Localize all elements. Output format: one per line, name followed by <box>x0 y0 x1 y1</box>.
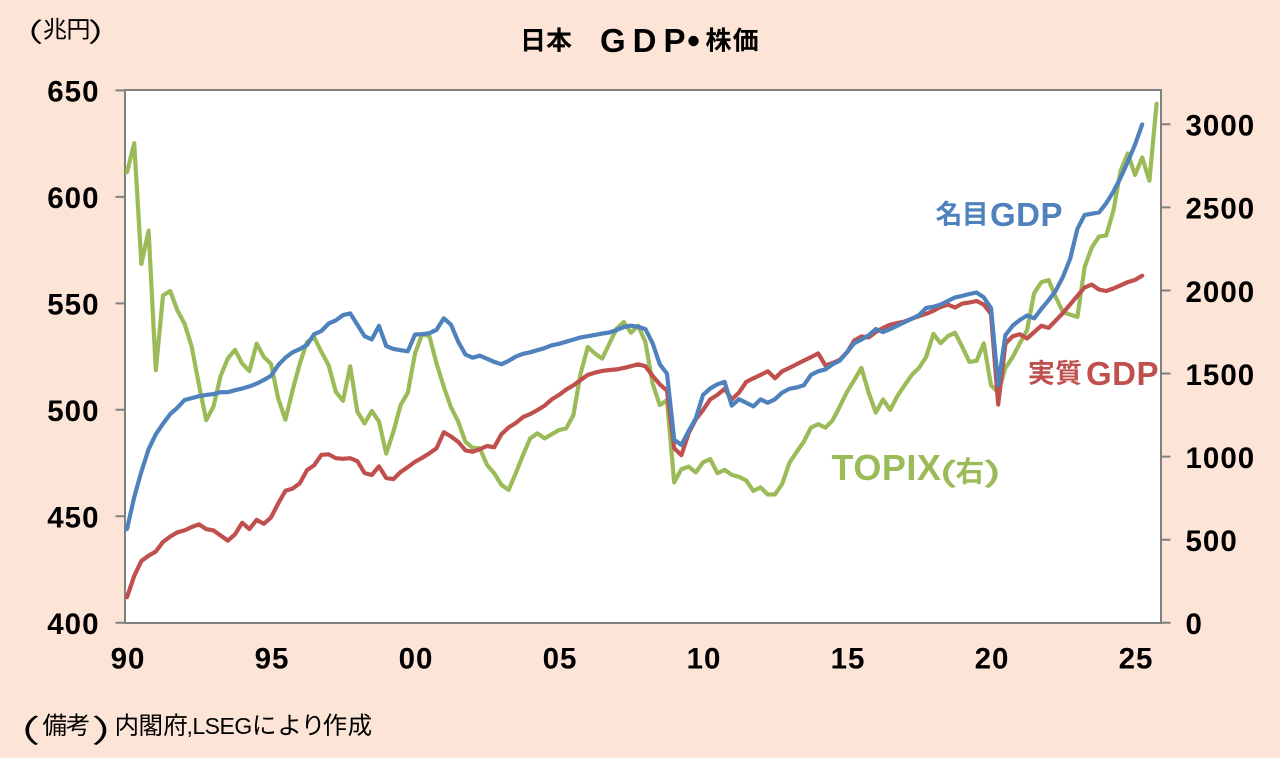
svg-text:GDP: GDP <box>990 196 1063 233</box>
svg-text:500: 500 <box>1186 525 1238 558</box>
svg-text:95: 95 <box>255 643 290 676</box>
svg-text:600: 600 <box>47 182 99 215</box>
svg-text:3000: 3000 <box>1186 110 1256 143</box>
svg-text:2500: 2500 <box>1186 193 1256 226</box>
svg-text:400: 400 <box>47 608 99 641</box>
svg-text:GDP: GDP <box>1086 355 1159 392</box>
svg-text:15: 15 <box>831 643 866 676</box>
svg-text:0: 0 <box>1186 608 1203 641</box>
svg-text:2000: 2000 <box>1186 276 1256 309</box>
svg-text:GDP: GDP <box>600 22 693 59</box>
svg-text:650: 650 <box>47 76 99 109</box>
svg-text:550: 550 <box>47 289 99 322</box>
svg-text:00: 00 <box>399 643 434 676</box>
svg-text:20: 20 <box>975 643 1010 676</box>
svg-text:05: 05 <box>543 643 578 676</box>
svg-text:450: 450 <box>47 502 99 535</box>
svg-text:90: 90 <box>111 643 146 676</box>
svg-text:TOPIX: TOPIX <box>832 447 942 488</box>
svg-text:,LSEG: ,LSEG <box>187 713 252 739</box>
svg-text:500: 500 <box>47 395 99 428</box>
svg-text:1500: 1500 <box>1186 359 1256 392</box>
svg-text:10: 10 <box>687 643 722 676</box>
svg-text:25: 25 <box>1119 643 1154 676</box>
svg-text:1000: 1000 <box>1186 442 1256 475</box>
